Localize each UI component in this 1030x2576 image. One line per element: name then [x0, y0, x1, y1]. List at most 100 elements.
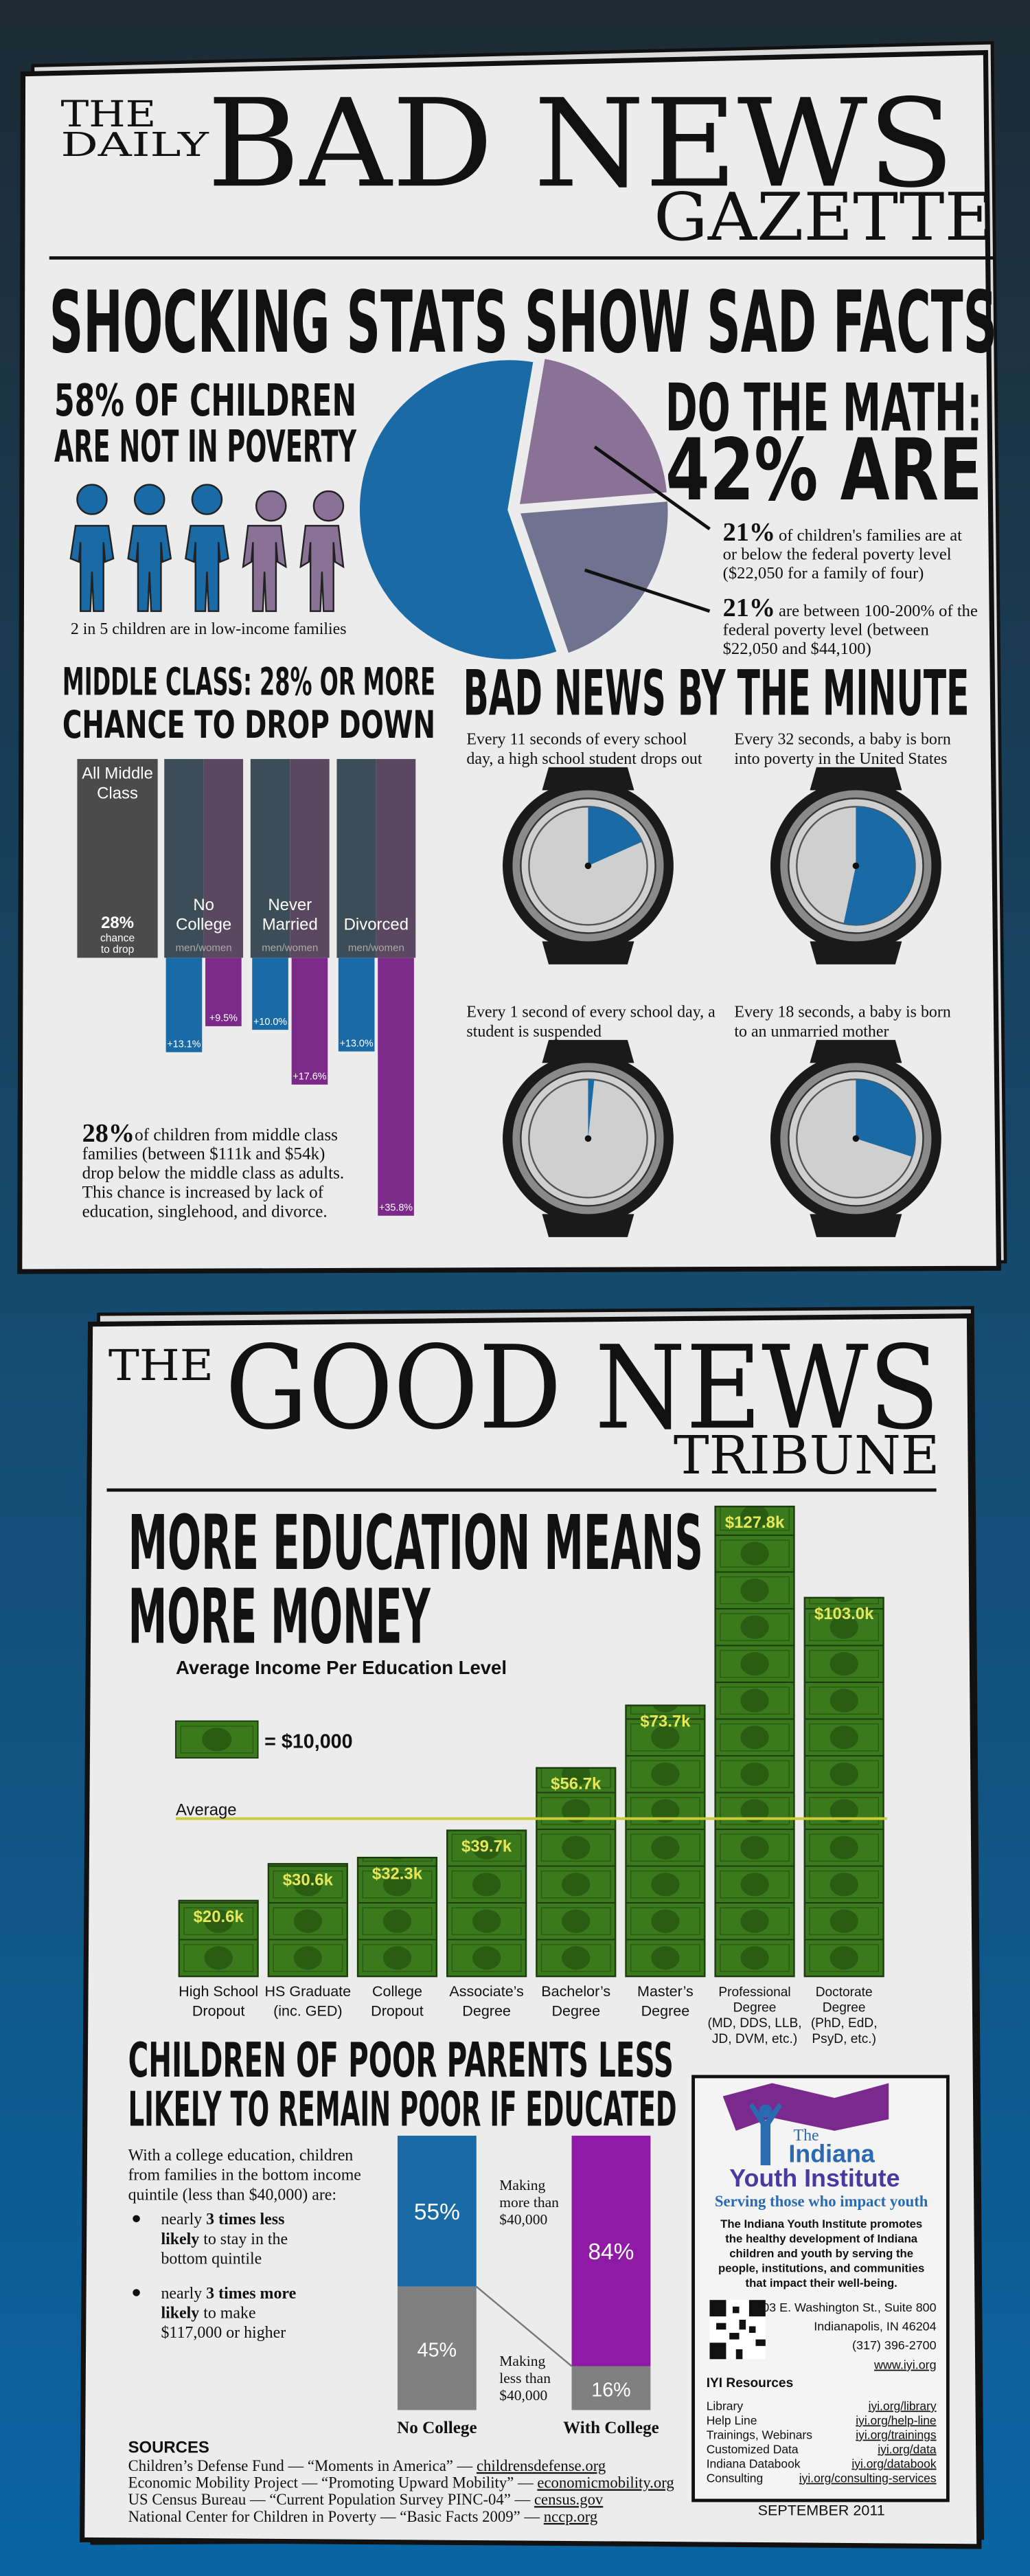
- bill-seal: [204, 1909, 233, 1933]
- bar-bills: [447, 1830, 527, 1977]
- source-link: nccp.org: [544, 2508, 597, 2525]
- category-label: Professional Degree (MD, DDS, LLB, JD, DVM,…: [707, 1985, 801, 2046]
- text-line: (MD, DDS, LLB,: [707, 2016, 801, 2031]
- bar-segment: [571, 2136, 651, 2366]
- bill-inner: [720, 1944, 790, 1972]
- bill-inner: [451, 1944, 522, 1972]
- bill-seal: [293, 1946, 322, 1970]
- overall-label: All Middle Class: [82, 765, 153, 803]
- note-line: This chance is increased by lack of: [82, 1184, 324, 1202]
- masthead-sub: GAZETTE: [654, 179, 994, 256]
- text-line: Degree: [641, 2002, 690, 2019]
- text-line: the healthy development of Indiana: [725, 2233, 918, 2246]
- leader-line: [584, 568, 711, 613]
- logo-the: The: [794, 2127, 819, 2145]
- bill-seal: [740, 1615, 769, 1639]
- pie-note: of children's families are at: [779, 526, 962, 545]
- resource-link: iyi.org/data: [878, 2443, 937, 2456]
- bar: [267, 1863, 348, 1978]
- bill-inner: [809, 1907, 880, 1936]
- headline: MORE MONEY: [128, 1573, 431, 1661]
- bill-inner: [720, 1907, 790, 1936]
- body: [127, 525, 172, 612]
- text-line: College: [176, 916, 231, 934]
- text-line: into poverty in the United States: [734, 750, 947, 768]
- bill-inner: [809, 1870, 880, 1899]
- resource-name: Help Line: [707, 2413, 757, 2427]
- text-segment: nearly: [161, 2211, 206, 2228]
- bullet-line: likely to stay in the: [161, 2230, 288, 2248]
- category-label: Master’s Degree: [637, 1983, 694, 2020]
- unit-legend-label: = $10,000: [264, 1731, 352, 1753]
- clock-caption: Every 32 seconds, a baby is born into pov…: [734, 730, 950, 768]
- bill-seal: [562, 1873, 591, 1897]
- source-line: Children’s Defense Fund — “Moments in Am…: [128, 2457, 606, 2474]
- text-line: Never: [268, 896, 312, 914]
- text-segment: to make: [199, 2305, 255, 2323]
- bar: [803, 1596, 884, 1978]
- bar: [338, 958, 375, 1052]
- text-line: chance: [100, 932, 135, 944]
- bill-inner: [273, 1870, 343, 1899]
- text-line: people, institutions, and communities: [718, 2262, 924, 2275]
- value-label: +13.0%: [340, 1038, 374, 1049]
- bar: [446, 1829, 527, 1978]
- resource-name: Consulting: [707, 2472, 763, 2485]
- text-line: Degree: [733, 2000, 777, 2015]
- value-label: +35.8%: [379, 1203, 413, 1214]
- bullet-line: nearly 3 times more: [161, 2285, 296, 2303]
- bill-seal: [740, 1541, 769, 1566]
- source-line: National Center for Children in Poverty …: [128, 2508, 598, 2525]
- column-box: [203, 758, 244, 958]
- text-line: Making: [499, 2353, 545, 2369]
- bill-seal: [833, 1597, 856, 1603]
- text-line: $40,000: [499, 2387, 547, 2404]
- bill-seal: [651, 1909, 680, 1933]
- bill-seal: [829, 1873, 858, 1897]
- bill-inner: [809, 1686, 880, 1715]
- bar: [252, 958, 288, 1030]
- column-box: [290, 758, 330, 958]
- note-line: drop below the middle class as adults.: [82, 1164, 345, 1183]
- bill-seal: [293, 1873, 322, 1897]
- bill-seal: [740, 1873, 769, 1897]
- text-segment: nearly: [161, 2285, 206, 2303]
- text-line: that impact their well-being.: [746, 2276, 897, 2290]
- bill-seal: [202, 1728, 232, 1752]
- bill-inner: [540, 1767, 611, 1789]
- bar: [625, 1704, 706, 1978]
- clock-center: [584, 1135, 592, 1142]
- headline: 42% ARE: [665, 421, 983, 520]
- bill-inner: [720, 1613, 790, 1641]
- bill-inner: [809, 1723, 880, 1752]
- person-icon: [185, 484, 229, 612]
- bill-inner: [540, 1796, 611, 1825]
- text-line: more than: [499, 2194, 559, 2211]
- bar-outline: [714, 1505, 795, 1978]
- source-text: US Census Bureau — “Current Population S…: [128, 2491, 534, 2508]
- category-label: Never Married: [262, 896, 318, 934]
- bill-inner: [809, 1944, 880, 1972]
- person-icon: [69, 484, 115, 612]
- text-line: The Indiana Youth Institute promotes: [720, 2217, 922, 2230]
- pie-slice: [516, 354, 671, 508]
- text-line: (PhD, EdD,: [811, 2016, 878, 2031]
- person-icon: [242, 490, 287, 612]
- bill-seal: [472, 1946, 501, 1970]
- tagline: Serving those who impact youth: [715, 2193, 928, 2210]
- bar-outline: [356, 1857, 438, 1978]
- person-icon: [299, 490, 345, 612]
- note-lead: 28%: [82, 1119, 135, 1148]
- bill-seal: [740, 1688, 769, 1713]
- sources-title: SOURCES: [128, 2439, 209, 2457]
- text-line: children and youth by serving the: [729, 2247, 913, 2260]
- text-line: to drop: [101, 944, 134, 956]
- category-label: Bachelor’s Degree: [541, 1983, 610, 2020]
- bill-seal: [829, 1946, 858, 1970]
- text-line: day, a high school student drops out: [466, 750, 702, 768]
- bar: [536, 1767, 617, 1978]
- source-link: childrensdefense.org: [477, 2457, 606, 2474]
- value-label: $127.8k: [725, 1513, 785, 1532]
